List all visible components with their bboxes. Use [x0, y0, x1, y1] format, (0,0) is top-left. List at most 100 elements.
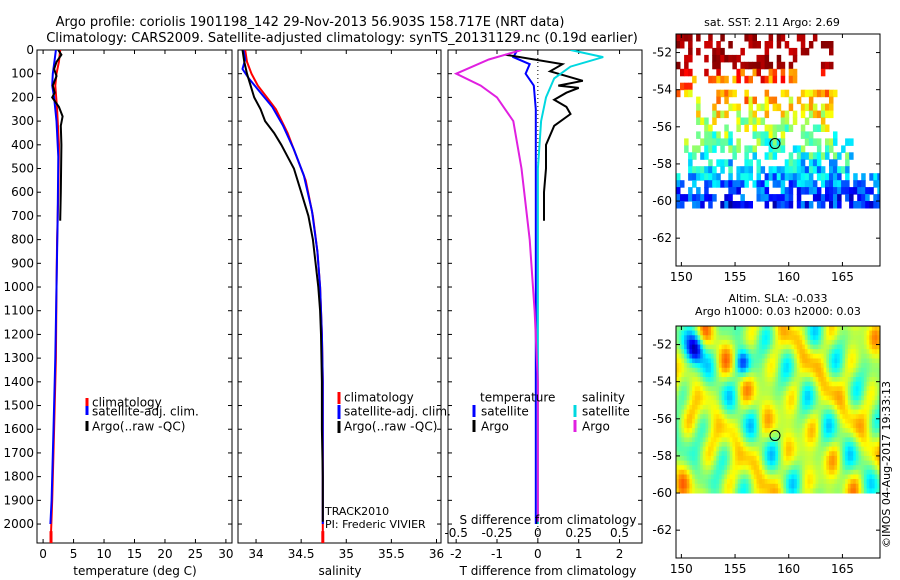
sla-cell — [721, 469, 725, 475]
sla-cell — [804, 404, 808, 410]
sla-cell — [826, 488, 830, 494]
sla-cell — [786, 395, 790, 401]
sla-cell — [751, 386, 755, 392]
sla-cell — [705, 349, 709, 355]
sla-cell — [740, 479, 744, 485]
sla-cell — [721, 428, 725, 434]
sst-cell — [680, 194, 685, 202]
sla-cell — [823, 391, 827, 397]
sla-cell — [874, 381, 878, 387]
sla-cell — [748, 381, 752, 387]
sst-cell — [780, 173, 786, 181]
sla-cell — [783, 363, 787, 369]
sla-cell — [751, 446, 755, 452]
sla-cell — [692, 391, 696, 397]
sla-cell — [866, 367, 870, 373]
sst-cell — [720, 138, 725, 146]
sla-cell — [745, 358, 749, 364]
sla-cell — [705, 377, 709, 383]
sla-cell — [743, 451, 747, 457]
sst-cell — [816, 201, 822, 209]
sla-cell — [829, 363, 833, 369]
sla-cell — [737, 446, 741, 452]
sla-cell — [686, 381, 690, 387]
sla-cell — [796, 469, 800, 475]
sla-cell — [847, 418, 851, 424]
sst-cell — [728, 201, 733, 209]
sla-cell — [684, 335, 688, 341]
sla-cell — [855, 326, 859, 332]
sla-cell — [874, 363, 878, 369]
map-lat-label: -54 — [652, 375, 672, 389]
sst-cell — [720, 54, 725, 63]
sst-cell — [764, 152, 770, 160]
sla-cell — [697, 335, 701, 341]
sla-cell — [855, 423, 859, 429]
difference-plot-frame — [447, 49, 643, 544]
sla-cell — [702, 367, 706, 373]
sla-cell — [783, 446, 787, 452]
sla-cell — [708, 432, 712, 438]
sla-cell — [783, 339, 787, 345]
sst-cell — [776, 124, 782, 132]
sla-cell — [786, 367, 790, 373]
sla-cell — [751, 363, 755, 369]
sla-cell — [713, 404, 717, 410]
sst-cell — [696, 187, 701, 195]
sla-cell — [732, 474, 736, 480]
sla-cell — [716, 414, 720, 420]
sla-cell — [818, 451, 822, 457]
sla-cell — [769, 428, 774, 434]
sst-cell — [676, 180, 681, 188]
sla-cell — [743, 335, 747, 341]
sst-cell — [720, 166, 725, 174]
sla-cell — [869, 339, 873, 345]
sla-cell — [718, 465, 723, 471]
sla-cell — [796, 330, 800, 336]
sla-cell — [842, 488, 846, 494]
sla-cell — [823, 460, 827, 466]
sla-cell — [788, 358, 792, 364]
sla-cell — [863, 330, 868, 336]
sla-cell — [676, 465, 680, 471]
sla-cell — [729, 330, 733, 336]
sla-cell — [826, 339, 830, 345]
sla-cell — [829, 483, 833, 489]
sst-cell — [792, 173, 798, 181]
depth-tick-label: 200 — [11, 90, 34, 104]
sla-cell — [812, 479, 817, 485]
sla-cell — [729, 451, 733, 457]
sla-cell — [799, 418, 803, 424]
sla-cell — [802, 442, 806, 448]
sla-cell — [807, 358, 811, 364]
sla-cell — [767, 326, 771, 332]
sla-cell — [812, 377, 817, 383]
sla-cell — [802, 451, 806, 457]
sla-cell — [863, 395, 868, 401]
sla-cell — [831, 349, 835, 355]
sla-cell — [713, 391, 717, 397]
sla-cell — [702, 339, 706, 345]
sla-cell — [729, 395, 733, 401]
sla-cell — [853, 330, 857, 336]
sla-cell — [815, 451, 819, 457]
sla-cell — [732, 488, 736, 494]
sla-cell — [780, 377, 784, 383]
sst-cell — [825, 138, 830, 146]
sla-cell — [710, 404, 715, 410]
x-tick-label: 5 — [70, 547, 78, 561]
sla-cell — [853, 455, 857, 461]
sla-cell — [764, 437, 768, 443]
sst-cell — [784, 173, 790, 181]
sla-cell — [861, 335, 865, 341]
sst-cell — [676, 173, 681, 181]
sla-cell — [759, 432, 763, 438]
sla-cell — [708, 372, 712, 378]
sla-cell — [831, 465, 835, 471]
sla-cell — [676, 455, 680, 461]
sla-cell — [807, 423, 811, 429]
sla-cell — [756, 409, 760, 415]
sla-cell — [775, 335, 779, 341]
sla-cell — [820, 414, 825, 420]
sla-cell — [716, 335, 720, 341]
